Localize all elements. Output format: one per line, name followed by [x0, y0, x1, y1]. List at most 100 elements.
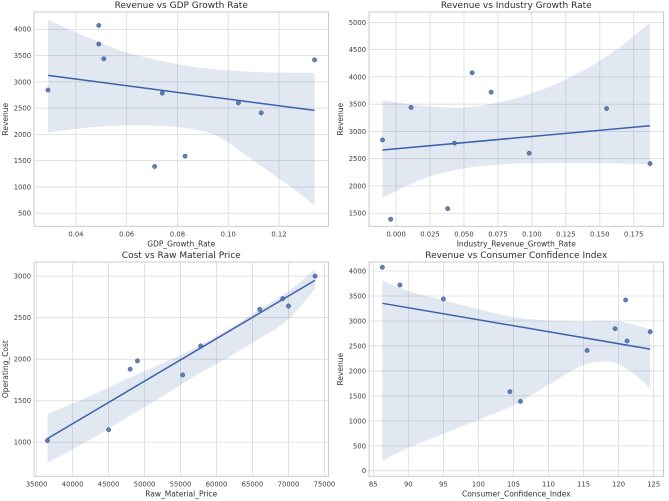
- chart-title: Cost vs Raw Material Price: [122, 251, 241, 261]
- data-point: [647, 161, 651, 165]
- y-tick-label: 4000: [348, 268, 365, 276]
- data-point: [469, 71, 473, 75]
- y-tick-label: 2500: [348, 343, 365, 351]
- x-tick-label: 70000: [278, 481, 300, 489]
- y-tick-label: 5000: [348, 19, 365, 27]
- data-point: [604, 106, 608, 110]
- y-tick-label: 1500: [348, 210, 365, 218]
- x-tick-label: 85: [368, 481, 377, 489]
- x-tick-label: 60000: [206, 481, 228, 489]
- x-tick-label: 55000: [170, 481, 192, 489]
- y-axis-label: Revenue: [336, 353, 345, 386]
- y-tick-label: 1500: [14, 397, 31, 405]
- x-tick-label: 0.100: [522, 230, 541, 238]
- y-tick-label: 1000: [14, 439, 31, 447]
- x-tick-label: 35000: [26, 481, 48, 489]
- x-tick-label: 100: [471, 481, 484, 489]
- y-tick-label: 1000: [348, 418, 365, 426]
- y-tick-label: 500: [353, 443, 366, 451]
- x-tick-label: 0.175: [624, 230, 643, 238]
- chart-title: Revenue vs Industry Growth Rate: [440, 1, 591, 11]
- y-tick-label: 4500: [348, 46, 365, 54]
- x-tick-label: 90: [403, 481, 412, 489]
- data-point: [612, 327, 616, 331]
- chart-title: Revenue vs Consumer Confidence Index: [425, 251, 608, 261]
- data-point: [380, 138, 384, 142]
- y-tick-label: 4000: [14, 26, 31, 34]
- y-tick-label: 1500: [14, 157, 31, 165]
- data-point: [97, 42, 101, 46]
- y-tick-label: 2000: [14, 131, 31, 139]
- x-tick-label: 120: [612, 481, 625, 489]
- y-tick-label: 2000: [348, 182, 365, 190]
- x-tick-label: 45000: [98, 481, 120, 489]
- y-tick-label: 2500: [14, 105, 31, 113]
- data-point: [286, 304, 290, 308]
- data-point: [128, 367, 132, 371]
- y-tick-label: 3500: [14, 52, 31, 60]
- x-tick-label: 0.08: [170, 230, 185, 238]
- data-point: [312, 58, 316, 62]
- x-tick-label: 0.125: [556, 230, 575, 238]
- data-point: [488, 90, 492, 94]
- y-tick-label: 1500: [348, 393, 365, 401]
- data-point: [257, 308, 261, 312]
- y-tick-label: 3500: [348, 101, 365, 109]
- y-tick-label: 3000: [14, 273, 31, 281]
- subplot-revenue-vs-consumer-confidence-index: Revenue vs Consumer Confidence Index 85 90…: [335, 250, 669, 500]
- x-tick-label: 115: [577, 481, 590, 489]
- data-point: [397, 283, 401, 287]
- y-tick-label: 2000: [14, 356, 31, 364]
- data-point: [102, 57, 106, 61]
- data-point: [160, 91, 164, 95]
- data-point: [584, 349, 588, 353]
- x-tick-label: 0.050: [454, 230, 473, 238]
- x-tick-label: 0.04: [68, 230, 83, 238]
- data-point: [46, 88, 50, 92]
- data-point: [452, 141, 456, 145]
- data-point: [647, 330, 651, 334]
- data-point: [45, 439, 49, 443]
- y-tick-label: 3000: [14, 78, 31, 86]
- x-tick-label: 0.150: [590, 230, 609, 238]
- x-tick-label: 50000: [134, 481, 156, 489]
- y-tick-label: 3500: [348, 293, 365, 301]
- data-point: [624, 339, 628, 343]
- data-point: [152, 164, 156, 168]
- data-point: [97, 23, 101, 27]
- y-tick-label: 2000: [348, 368, 365, 376]
- x-tick-label: 125: [647, 481, 660, 489]
- y-tick-label: 3000: [348, 128, 365, 136]
- x-axis-label: Consumer_Confidence_Index: [461, 490, 570, 499]
- data-point: [135, 359, 139, 363]
- x-tick-label: 0.12: [271, 230, 286, 238]
- y-tick-label: 3000: [348, 318, 365, 326]
- data-point: [518, 400, 522, 404]
- data-point: [198, 344, 202, 348]
- x-tick-label: 65000: [242, 481, 264, 489]
- data-point: [183, 154, 187, 158]
- x-axis-label: Industry_Revenue_Growth_Rate: [456, 239, 575, 248]
- x-tick-label: 0.075: [488, 230, 507, 238]
- y-axis-label: Operating_Cost: [1, 341, 10, 399]
- y-axis-label: Revenue: [1, 102, 10, 135]
- x-tick-label: 95: [439, 481, 448, 489]
- x-axis-label: Raw_Material_Price: [145, 490, 217, 499]
- y-tick-label: 4000: [348, 73, 365, 81]
- y-tick-label: 2500: [14, 314, 31, 322]
- y-tick-label: 0: [361, 468, 365, 476]
- x-axis-label: GDP_Growth_Rate: [147, 239, 215, 248]
- x-tick-label: 110: [542, 481, 555, 489]
- chart-revenue-vs-consumer-confidence-index: Revenue vs Consumer Confidence Index 85 90…: [335, 250, 669, 500]
- x-tick-label: 0.10: [221, 230, 236, 238]
- data-point: [507, 390, 511, 394]
- data-point: [281, 297, 285, 301]
- y-tick-label: 1000: [14, 183, 31, 191]
